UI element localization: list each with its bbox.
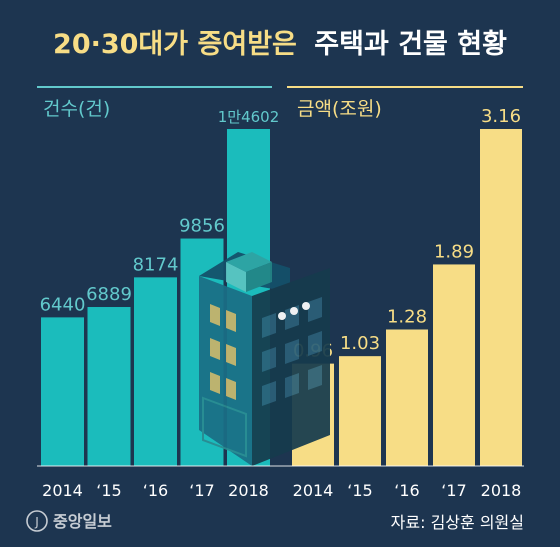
count-x-tick-label: 2018 bbox=[228, 481, 269, 500]
count-data-label: 1만4602 bbox=[218, 108, 280, 126]
amount-axis-title: 금액(조원) bbox=[297, 98, 382, 120]
count-x-tick-label: ‘15 bbox=[96, 481, 121, 500]
roof-box-front bbox=[246, 262, 272, 292]
title-highlight: 20·30대가 증여받은 bbox=[53, 29, 297, 60]
count-x-ticks: 2014 ‘15 ‘16 ‘17 2018 bbox=[42, 481, 269, 500]
amount-x-tick-label: 2018 bbox=[481, 481, 522, 500]
count-data-label: 6889 bbox=[86, 284, 132, 305]
amount-x-tick-label: ‘16 bbox=[394, 481, 419, 500]
amount-bar bbox=[433, 264, 475, 466]
count-data-label: 8174 bbox=[133, 254, 179, 275]
count-data-label: 9856 bbox=[179, 216, 225, 237]
building-door bbox=[202, 396, 247, 458]
amount-x-tick-label: 2014 bbox=[293, 481, 334, 500]
count-x-tick-label: 2014 bbox=[42, 481, 83, 500]
amount-bar bbox=[480, 129, 522, 466]
amount-x-ticks: 2014 ‘15 ‘16 ‘17 2018 bbox=[293, 481, 522, 500]
count-x-tick-label: ‘17 bbox=[189, 481, 214, 500]
count-x-tick-label: ‘16 bbox=[143, 481, 168, 500]
count-bar bbox=[87, 307, 131, 466]
amount-data-label: 1.03 bbox=[340, 333, 380, 354]
count-bar bbox=[134, 277, 177, 466]
chart-title: 20·30대가 증여받은 주택과 건물 현황 bbox=[53, 29, 507, 60]
count-data-label: 6440 bbox=[40, 294, 86, 315]
amount-bars: 0.961.031.281.893.16 bbox=[292, 106, 522, 466]
logo: J 중앙일보 bbox=[26, 510, 112, 532]
count-axis-title: 건수(건) bbox=[43, 98, 110, 120]
logo-mark: J bbox=[34, 515, 39, 529]
amount-data-label: 1.28 bbox=[387, 306, 427, 327]
amount-data-label: 1.89 bbox=[434, 241, 474, 262]
amount-bar bbox=[339, 356, 381, 466]
amount-x-tick-label: ‘15 bbox=[347, 481, 372, 500]
building-lights bbox=[278, 302, 310, 320]
roof-box-side bbox=[226, 262, 246, 292]
building-left-face bbox=[199, 276, 252, 466]
count-bar bbox=[41, 317, 84, 466]
roof-box bbox=[226, 252, 272, 272]
title-main: 주택과 건물 현황 bbox=[314, 29, 507, 60]
building-windows bbox=[210, 304, 236, 400]
source-note: 자료: 김상훈 의원실 bbox=[391, 513, 524, 532]
logo-text: 중앙일보 bbox=[53, 512, 112, 531]
logo-icon bbox=[26, 510, 48, 532]
amount-bar bbox=[386, 329, 428, 466]
amount-x-tick-label: ‘17 bbox=[441, 481, 466, 500]
building-illustration bbox=[199, 252, 330, 466]
amount-data-label: 3.16 bbox=[481, 106, 521, 127]
